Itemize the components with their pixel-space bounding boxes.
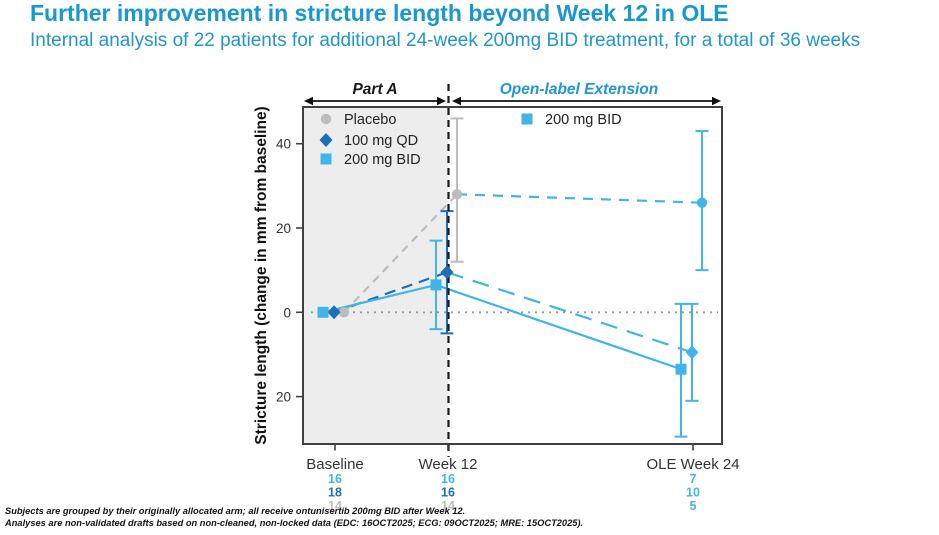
legend-marker-square <box>320 153 332 165</box>
footnotes: Subjects are grouped by their originally… <box>5 506 583 529</box>
phase-label-part-a: Part A <box>352 81 397 98</box>
y-tick-label: 40 <box>276 137 291 152</box>
y-axis-title: Stricture length (change in mm from base… <box>253 106 270 444</box>
data-point-circle <box>338 307 350 318</box>
legend-marker-circle <box>320 113 332 125</box>
series-line-100-mg-qd-seg1 <box>446 271 693 354</box>
legend-label: 200 mg BID <box>344 152 421 168</box>
data-point-circle <box>696 197 708 208</box>
data-point-square <box>430 279 442 291</box>
n-count-100-mg-qd: 16 <box>441 486 455 500</box>
data-point-diamond <box>440 265 454 280</box>
n-count-placebo: 14 <box>328 499 342 513</box>
series-line-200-mg-bid-seg1 <box>435 283 682 371</box>
x-tick-label: Week 12 <box>419 456 478 473</box>
legend-label: 100 mg QD <box>344 133 418 149</box>
x-tick-label: Baseline <box>306 456 364 473</box>
n-count-100-mg-qd: 10 <box>686 486 700 500</box>
data-point-diamond <box>327 305 341 320</box>
y-tick-label: 0 <box>283 305 291 320</box>
data-point-square <box>317 306 329 318</box>
n-count-placebo: 5 <box>690 499 697 513</box>
x-tick-label: OLE Week 24 <box>646 456 739 473</box>
ole-legend-marker-square <box>521 113 533 125</box>
footnote-2: Analyses are non-validated drafts based … <box>5 517 584 528</box>
legend-marker-diamond <box>319 133 333 147</box>
y-tick-label: 20 <box>276 221 291 236</box>
ole-span-arrow-arrowhead <box>712 96 721 106</box>
footnote-1: Subjects are grouped by their originally… <box>5 506 466 516</box>
legend-label: Placebo <box>344 112 396 128</box>
n-count-200-mg-bid: 7 <box>690 472 697 486</box>
ole-span-arrow-arrowhead <box>452 96 461 106</box>
data-point-square <box>675 363 687 375</box>
data-point-circle <box>451 189 463 200</box>
n-count-200-mg-bid: 16 <box>441 472 455 486</box>
part-a-span-arrow-arrowhead <box>437 96 446 106</box>
part-a-span-arrow-arrowhead <box>304 96 313 106</box>
y-tick-label: 20 <box>276 390 291 405</box>
page-title: Further improvement in stricture length … <box>30 0 729 26</box>
ole-legend-label: 200 mg BID <box>545 112 622 128</box>
n-count-200-mg-bid: 16 <box>328 472 342 486</box>
data-point-diamond <box>685 345 699 360</box>
plot-frame <box>302 106 723 445</box>
n-count-placebo: 14 <box>441 499 455 513</box>
series-line-placebo-seg1 <box>456 193 703 204</box>
page-subtitle: Internal analysis of 22 patients for add… <box>30 30 861 51</box>
n-count-100-mg-qd: 18 <box>328 486 342 500</box>
phase-label-ole: Open-label Extension <box>500 81 658 98</box>
